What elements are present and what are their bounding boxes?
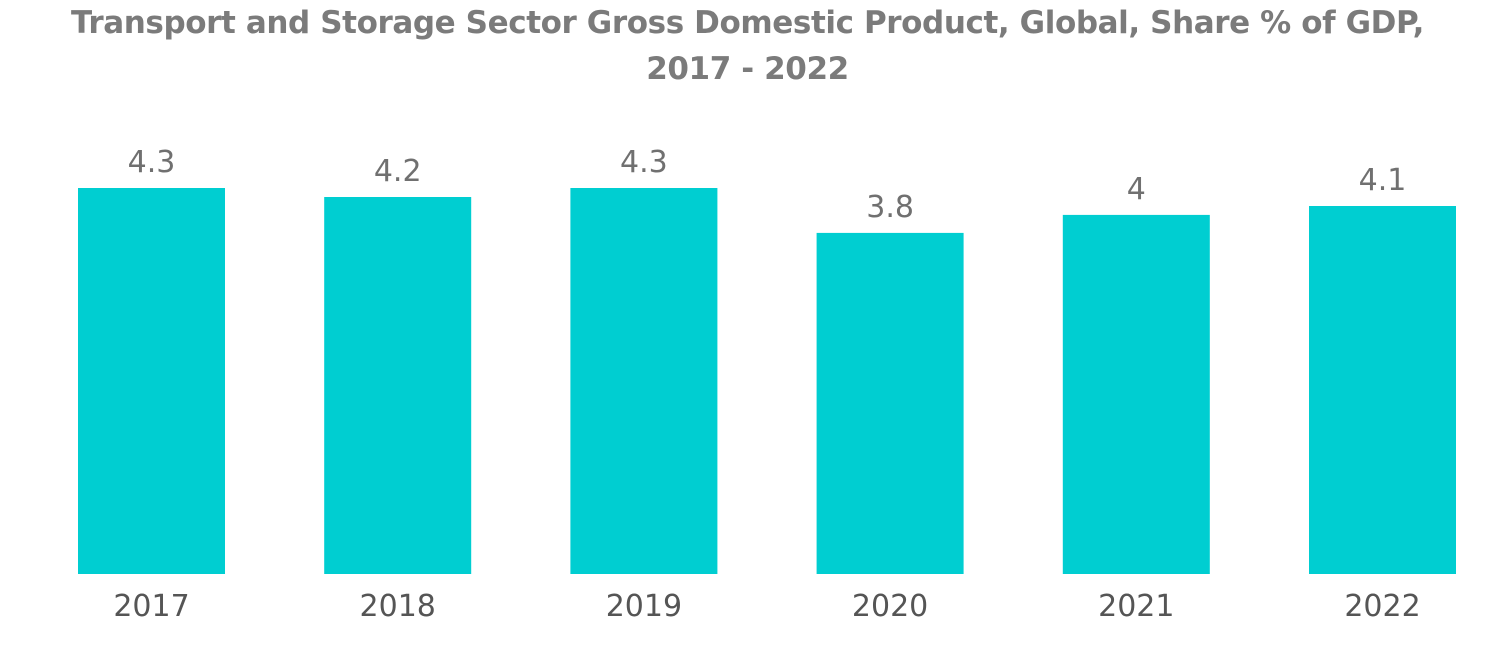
bar-series	[78, 188, 1456, 574]
x-tick-label-2022: 2022	[1344, 589, 1420, 624]
bar-2017	[78, 188, 225, 574]
data-label-2021: 4	[1127, 172, 1146, 207]
bar-2019	[570, 188, 718, 574]
data-label-2017: 4.3	[128, 145, 176, 180]
data-label-2019: 4.3	[620, 145, 668, 180]
bar-2022	[1309, 206, 1456, 574]
chart-title-line-2: 2017 - 2022	[646, 51, 849, 87]
bar-2018	[324, 197, 472, 574]
bar-2021	[1062, 214, 1210, 574]
x-tick-label-2021: 2021	[1098, 589, 1174, 624]
data-label-2022: 4.1	[1359, 163, 1407, 198]
chart-title-line-1: Transport and Storage Sector Gross Domes…	[71, 5, 1424, 41]
x-axis-tick-labels: 2017 2018 2019 2020 2021 2022	[113, 589, 1420, 624]
data-label-2018: 4.2	[374, 154, 422, 189]
x-tick-label-2020: 2020	[852, 589, 928, 624]
x-tick-label-2019: 2019	[606, 589, 682, 624]
data-labels: 4.3 4.2 4.3 3.8 4 4.1	[128, 145, 1407, 225]
data-label-2020: 3.8	[866, 190, 914, 225]
x-tick-label-2018: 2018	[360, 589, 436, 624]
chart-title: Transport and Storage Sector Gross Domes…	[20, 0, 1475, 92]
bar-2020	[816, 232, 964, 574]
x-tick-label-2017: 2017	[113, 589, 189, 624]
